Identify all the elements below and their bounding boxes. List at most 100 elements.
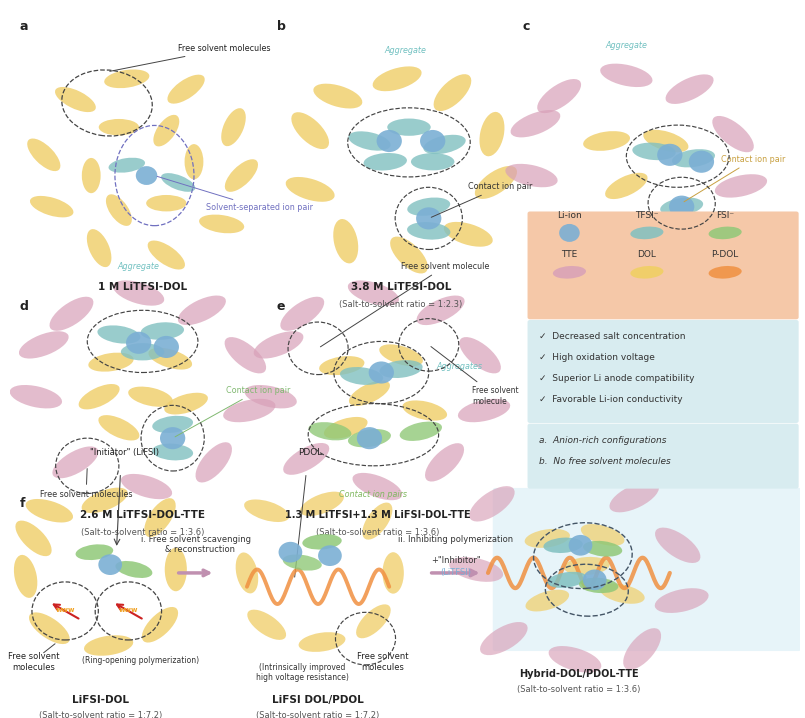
Ellipse shape	[283, 443, 329, 475]
Ellipse shape	[142, 607, 178, 643]
Ellipse shape	[79, 384, 120, 409]
Ellipse shape	[340, 367, 383, 385]
Ellipse shape	[165, 548, 187, 591]
Text: Aggregates: Aggregates	[436, 362, 483, 371]
Circle shape	[136, 166, 157, 185]
Ellipse shape	[654, 588, 708, 613]
Text: ✓  Decreased salt concentration: ✓ Decreased salt concentration	[539, 332, 686, 341]
Circle shape	[160, 427, 185, 449]
Ellipse shape	[633, 143, 675, 160]
FancyBboxPatch shape	[527, 320, 799, 423]
Ellipse shape	[144, 498, 175, 537]
Text: Free solvent
molecule: Free solvent molecule	[431, 347, 519, 406]
Ellipse shape	[184, 144, 204, 180]
Text: "Initiator" (LiFSI): "Initiator" (LiFSI)	[90, 449, 159, 457]
Ellipse shape	[356, 605, 390, 638]
Ellipse shape	[402, 401, 447, 421]
Ellipse shape	[50, 297, 93, 331]
Text: ii. Inhibiting polymerization: ii. Inhibiting polymerization	[398, 535, 513, 544]
Ellipse shape	[547, 572, 587, 588]
Ellipse shape	[291, 112, 329, 149]
Text: Free solvent
molecules: Free solvent molecules	[357, 652, 409, 671]
Text: Aggregate: Aggregate	[384, 45, 426, 55]
Ellipse shape	[299, 632, 345, 652]
Text: Solvent-separated ion pair: Solvent-separated ion pair	[157, 177, 313, 212]
Ellipse shape	[353, 473, 402, 500]
Ellipse shape	[148, 348, 192, 370]
Ellipse shape	[221, 108, 246, 146]
Ellipse shape	[548, 225, 594, 257]
Ellipse shape	[280, 297, 324, 331]
Ellipse shape	[15, 521, 52, 556]
Ellipse shape	[286, 177, 335, 202]
Ellipse shape	[687, 218, 724, 258]
FancyBboxPatch shape	[527, 212, 799, 320]
Circle shape	[318, 545, 342, 566]
Ellipse shape	[121, 474, 172, 499]
Ellipse shape	[537, 79, 581, 113]
Text: a.  Anion-rich configurations: a. Anion-rich configurations	[539, 436, 667, 445]
Text: LiFSI DOL/PDOL: LiFSI DOL/PDOL	[272, 695, 364, 705]
Ellipse shape	[387, 118, 431, 136]
Ellipse shape	[14, 555, 37, 598]
Ellipse shape	[30, 196, 73, 218]
Text: e: e	[277, 300, 286, 313]
Ellipse shape	[349, 131, 390, 151]
Ellipse shape	[225, 337, 266, 373]
Ellipse shape	[152, 416, 193, 433]
Ellipse shape	[87, 229, 111, 267]
Ellipse shape	[19, 331, 68, 358]
Ellipse shape	[141, 322, 184, 340]
Text: 1.3 M LiTFSI+1.3 M LiFSI-DOL-TTE: 1.3 M LiTFSI+1.3 M LiFSI-DOL-TTE	[284, 510, 470, 520]
Ellipse shape	[458, 398, 510, 422]
Ellipse shape	[245, 385, 297, 409]
Ellipse shape	[425, 443, 464, 482]
Text: d: d	[19, 300, 28, 313]
Ellipse shape	[81, 488, 128, 513]
Ellipse shape	[164, 393, 208, 414]
Circle shape	[559, 224, 580, 242]
Text: Hybrid-DOL/PDOL-TTE: Hybrid-DOL/PDOL-TTE	[519, 668, 638, 679]
Ellipse shape	[147, 195, 187, 211]
Text: 3.8 M LiTFSI-DOL-TTE LHCE: 3.8 M LiTFSI-DOL-TTE LHCE	[560, 281, 708, 292]
Ellipse shape	[244, 500, 289, 522]
Ellipse shape	[411, 153, 455, 170]
Text: (Salt-to-solvent ratio = 1:3.6): (Salt-to-solvent ratio = 1:3.6)	[518, 686, 641, 694]
Ellipse shape	[434, 74, 471, 111]
Ellipse shape	[333, 219, 358, 264]
Text: (Salt-to-solvent ratio = 1:7.2): (Salt-to-solvent ratio = 1:7.2)	[257, 711, 380, 718]
Text: b: b	[277, 20, 286, 33]
Text: LiFSI-DOL: LiFSI-DOL	[72, 695, 130, 705]
Ellipse shape	[236, 552, 258, 593]
Ellipse shape	[600, 584, 645, 604]
Text: (Salt-to-solvent ratio = 1:3.6): (Salt-to-solvent ratio = 1:3.6)	[316, 528, 439, 537]
Text: Contact ion pair: Contact ion pair	[684, 155, 786, 202]
Ellipse shape	[609, 482, 659, 513]
Ellipse shape	[27, 139, 60, 171]
Text: (Ring-opening polymerization): (Ring-opening polymerization)	[81, 656, 199, 665]
Ellipse shape	[475, 166, 517, 199]
Ellipse shape	[510, 110, 560, 137]
Ellipse shape	[308, 422, 352, 440]
Ellipse shape	[379, 345, 423, 366]
Ellipse shape	[553, 266, 586, 279]
Text: FSI⁻: FSI⁻	[716, 210, 734, 220]
Ellipse shape	[601, 64, 653, 87]
Ellipse shape	[407, 197, 450, 216]
Ellipse shape	[303, 534, 342, 549]
Ellipse shape	[708, 227, 741, 239]
Ellipse shape	[196, 442, 232, 482]
Ellipse shape	[672, 149, 715, 167]
Ellipse shape	[564, 557, 609, 575]
Circle shape	[279, 542, 302, 563]
Text: Contact ion pairs: Contact ion pairs	[340, 490, 407, 499]
Circle shape	[420, 130, 445, 152]
Ellipse shape	[52, 447, 98, 478]
Text: (Salt-to-solvent ratio = 1:2.3): (Salt-to-solvent ratio = 1:2.3)	[340, 300, 463, 309]
Ellipse shape	[121, 343, 164, 360]
Ellipse shape	[549, 646, 601, 673]
Text: (Salt-to-solvent ratio = 1:2.3): (Salt-to-solvent ratio = 1:2.3)	[572, 300, 696, 309]
Ellipse shape	[55, 87, 96, 112]
Ellipse shape	[113, 281, 164, 306]
Ellipse shape	[630, 227, 663, 239]
